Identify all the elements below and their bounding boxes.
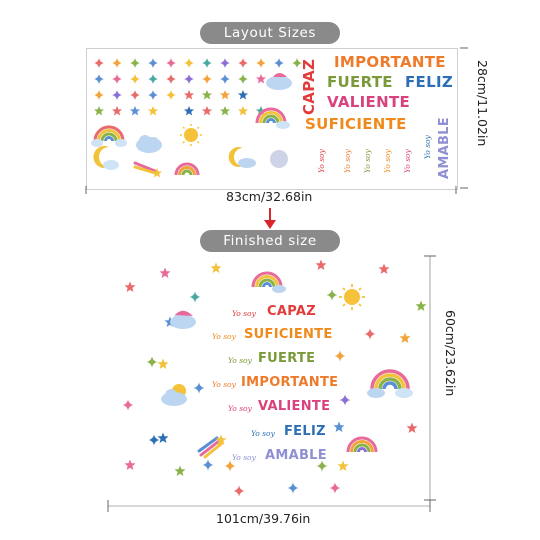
finished-word-fuerte: FUERTE [258,351,316,366]
moon-icon [93,146,119,170]
cloud-icon [270,150,288,168]
rainbow-icon [255,107,290,129]
rainbow-icon [346,436,378,453]
sheet-word-suficiente: SUFICIENTE [305,115,407,133]
finished-yosoy-1: Yo soy [232,309,256,318]
layout-sizes-label: Layout Sizes [200,22,340,44]
finished-size-label: Finished size [200,230,340,252]
shooting-star-icon [197,434,227,459]
rainbow-icon [91,125,127,147]
finished-word-capaz: CAPAZ [267,304,316,319]
finished-yosoy-2: Yo soy [212,332,236,341]
finished-word-suficiente: SUFICIENTE [244,327,333,342]
arrow-down-icon [264,208,276,229]
finished-word-amable: AMABLE [265,448,327,463]
shooting-star-icon [133,161,162,178]
finished-yosoy-4: Yo soy [212,380,236,389]
finished-yosoy-3: Yo soy [228,356,252,365]
finished-width-bracket [107,500,431,512]
rainbow-icon [367,369,413,398]
sheet-word-valiente: VALIENTE [327,93,411,111]
finished-width-text: 101cm/39.76in [216,511,311,526]
finished-word-importante: IMPORTANTE [241,375,339,390]
moon-icon [228,147,256,168]
sparkle-icon [122,289,376,497]
finished-yosoy-7: Yo soy [232,453,256,462]
sheet-stars [91,58,302,178]
sun-icon [339,284,365,310]
layout-height-bracket [460,47,468,189]
layout-width-text: 83cm/32.68in [226,189,313,204]
finished-word-valiente: VALIENTE [258,399,331,414]
cloud-icon [170,310,196,329]
layout-width-bracket [85,186,457,194]
finished-word-feliz: FELIZ [284,424,326,439]
finished-yosoy-5: Yo soy [228,404,252,413]
finished-yosoy-6: Yo soy [251,429,275,438]
cloud-icon [136,135,162,153]
rainbow-icon [251,271,286,293]
layout-sheet: CAPAZ IMPORTANTE FUERTE FELIZ VALIENTE S… [86,48,458,190]
cloud-icon [161,389,187,406]
rainbow-icon [174,162,200,176]
cloud-icon [266,73,292,90]
finished-height-bracket [424,255,436,501]
sun-icon [180,124,202,146]
sheet-word-fuerte: FUERTE [327,73,393,91]
sheet-word-feliz: FELIZ [405,73,454,91]
finished-height-text: 60cm/23.62in [443,310,458,397]
sheet-word-importante: IMPORTANTE [334,53,446,71]
